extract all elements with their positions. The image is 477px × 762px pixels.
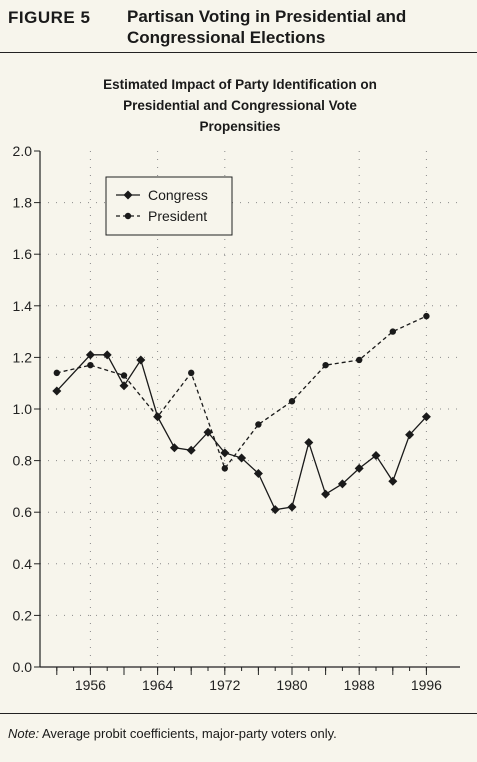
congress-point [85, 350, 95, 360]
x-tick-label: 1980 [276, 677, 307, 693]
president-point [423, 312, 430, 320]
congress-point [169, 443, 179, 453]
footer-rule [0, 713, 477, 714]
y-tick-label: 0.6 [13, 504, 33, 520]
congress-point [52, 386, 62, 396]
congress-point [270, 505, 280, 515]
congress-point [287, 502, 297, 512]
legend-congress-label: Congress [148, 187, 208, 203]
congress-point [253, 469, 263, 478]
note-label: Note: [8, 726, 40, 741]
header-rule [0, 52, 477, 53]
congress-line [56, 354, 427, 511]
president-point [288, 398, 296, 405]
president-point [356, 356, 363, 364]
chart-title: Estimated Impact of Party Identification… [103, 77, 377, 134]
congress-point [371, 450, 381, 460]
y-tick-label: 1.2 [13, 349, 33, 365]
y-tick-label: 1.0 [13, 401, 33, 417]
series-layer [52, 312, 431, 515]
congress-point [237, 453, 247, 463]
president-point [389, 328, 396, 335]
chart: 0.0 0.2 0.4 0.6 0.8 1.0 1.2 1.4 1.6 1.8 2.0 1956 196… [13, 143, 460, 693]
legend-box [105, 176, 233, 236]
grid-layer [40, 151, 460, 667]
congress-point [102, 350, 112, 360]
congress-point [421, 412, 431, 422]
x-tick-label: 1964 [142, 677, 173, 693]
y-tick-label: 1.6 [13, 246, 33, 262]
congress-point [136, 355, 146, 365]
president-point [255, 421, 262, 428]
legend: Congress President [105, 176, 233, 236]
congress-point [203, 427, 213, 437]
president-point [53, 369, 60, 377]
x-tick-label: 1956 [75, 677, 106, 693]
congress-point [354, 463, 364, 473]
president-point [87, 361, 94, 369]
president-point [154, 413, 161, 420]
note-text: Average probit coefficients, major-party… [39, 726, 337, 741]
congress-point [321, 489, 331, 499]
y-tick-label: 2.0 [13, 143, 33, 159]
president-point [120, 372, 128, 379]
y-tick-label: 0.8 [13, 453, 33, 469]
y-tick-label: 0.2 [13, 607, 33, 623]
president-point [188, 369, 195, 377]
president-point [221, 465, 228, 472]
congress-point [405, 430, 415, 440]
figure-label: FIGURE 5 [8, 8, 91, 27]
footnote: Note: Average probit coefficients, major… [8, 726, 337, 741]
x-tick-label: 1996 [411, 677, 442, 693]
axis-layer: 0.0 0.2 0.4 0.6 0.8 1.0 1.2 1.4 1.6 1.8 2.0 1956 196… [13, 143, 460, 693]
y-tick-label: 1.8 [13, 195, 33, 211]
congress-point [186, 445, 196, 455]
figure-title: Partisan Voting in Presidential and Cong… [127, 7, 407, 47]
x-tick-label: 1972 [209, 677, 240, 693]
president-point [322, 361, 329, 369]
congress-point [220, 448, 230, 458]
congress-point [337, 479, 347, 489]
legend-president-marker [124, 212, 132, 220]
congress-point [388, 476, 398, 486]
congress-point [304, 438, 314, 448]
legend-president-label: President [148, 208, 207, 224]
congress-point [119, 381, 129, 391]
legend-congress-marker [123, 190, 133, 200]
y-tick-label: 0.4 [13, 556, 33, 572]
y-tick-label: 1.4 [13, 298, 33, 314]
president-line [56, 315, 427, 470]
y-tick-label: 0.0 [13, 659, 33, 675]
x-tick-label: 1988 [344, 677, 375, 693]
